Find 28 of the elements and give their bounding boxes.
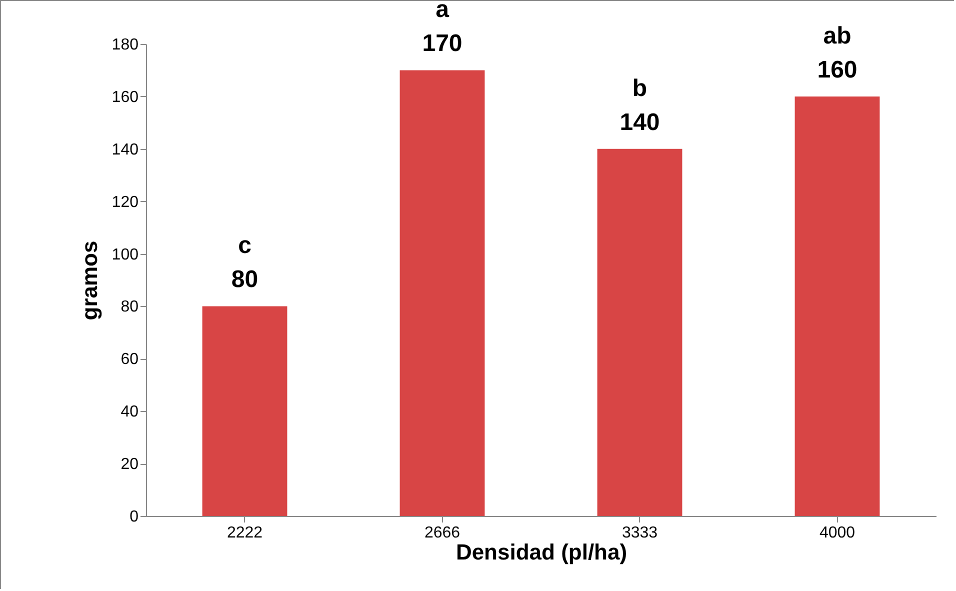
x-tick-label: 2222	[226, 524, 263, 542]
x-tick-label: 4000	[819, 524, 856, 542]
y-tick-label: 40	[120, 404, 139, 421]
y-tick-label: 20	[120, 456, 139, 474]
y-tick-label: 160	[112, 88, 139, 106]
y-tick-label: 120	[112, 194, 139, 211]
y-tick-label: 60	[120, 351, 139, 368]
y-tick-label: 180	[112, 36, 139, 54]
bar	[597, 148, 682, 516]
annotation: ab	[823, 22, 852, 50]
bar	[202, 306, 288, 516]
x-axis-title: Densidad (pl/ha)	[456, 540, 628, 564]
bar	[794, 96, 880, 516]
y-tick-label: 100	[112, 246, 139, 264]
y-tick-label: 80	[120, 298, 139, 316]
data-label: 140	[620, 108, 660, 136]
y-tick-label: 140	[112, 141, 139, 158]
annotation: b	[632, 74, 648, 102]
data-label: 160	[817, 56, 858, 84]
data-label: 170	[422, 30, 462, 58]
x-tick-label: 3333	[622, 524, 658, 542]
data-label: 80	[231, 266, 258, 294]
y-axis-title: gramos	[76, 240, 102, 320]
y-tick-label: 0	[130, 508, 139, 526]
annotation: c	[238, 232, 252, 260]
x-tick-label: 2666	[424, 524, 460, 542]
bar	[400, 70, 485, 516]
annotation: a	[436, 0, 450, 24]
